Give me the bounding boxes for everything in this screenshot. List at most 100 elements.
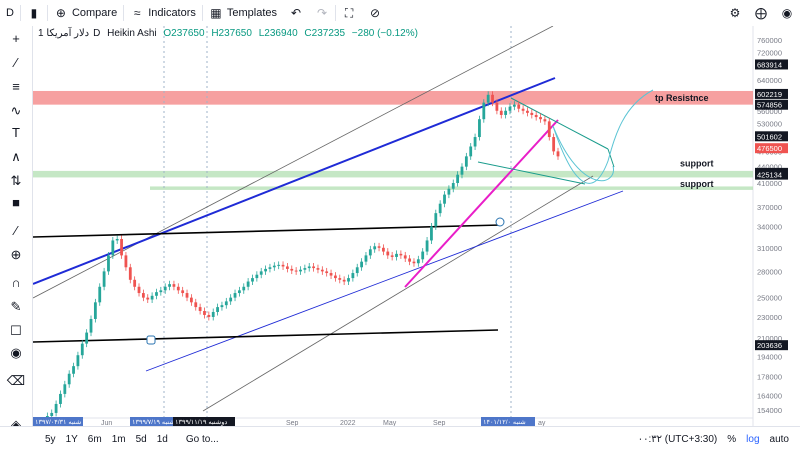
compare-button[interactable]: ⊕ Compare	[48, 0, 123, 26]
candle-body	[482, 102, 486, 120]
candle-body	[342, 279, 346, 282]
shape-tool[interactable]: ■	[6, 194, 26, 212]
share-button[interactable]: ⨁	[748, 0, 774, 26]
templates-button[interactable]: ▦ Templates	[203, 0, 283, 26]
eye-icon: ◉	[10, 345, 22, 360]
candle-body	[155, 292, 158, 296]
y-tick-label: 720000	[757, 49, 782, 58]
rectangle-icon: ■	[12, 195, 20, 210]
measure-tool[interactable]: ∕	[6, 222, 26, 240]
percent-toggle[interactable]: %	[727, 433, 737, 445]
prediction-tool[interactable]: ⇅	[6, 172, 26, 190]
channel-line-blue-thin	[145, 190, 624, 372]
lock-drawing-tool[interactable]: ✎	[6, 298, 26, 316]
prediction-icon: ⇅	[10, 173, 22, 188]
pencil-lock-icon: ✎	[10, 299, 22, 314]
candle	[316, 264, 320, 274]
price-chart[interactable]: tp Resistnce support support 760000 720000 68…	[33, 26, 800, 426]
templates-label: Templates	[226, 7, 278, 19]
fullscreen-button[interactable]: ⛶	[336, 0, 362, 26]
trendline-tool[interactable]: ∕	[6, 54, 26, 72]
candle-body	[220, 305, 224, 308]
candle	[111, 236, 115, 259]
candle-body	[67, 373, 71, 385]
settings-button[interactable]: ⚙	[722, 0, 748, 26]
timezone-label[interactable]: ۰۰:۳۲ (UTC+3:30)	[637, 433, 718, 445]
visibility-tool[interactable]: ◉	[6, 344, 26, 362]
brush-icon: ∿	[10, 103, 22, 118]
candle-body	[421, 251, 425, 260]
candle	[198, 303, 202, 315]
layers-tool[interactable]: ◈	[6, 416, 26, 434]
crosshair-tool[interactable]: +	[6, 30, 26, 48]
candle-body	[338, 278, 342, 280]
zoom-icon: ⊕	[10, 247, 22, 262]
zoom-tool[interactable]: ⊕	[6, 246, 26, 264]
snapshot-button[interactable]: ◉	[774, 0, 800, 26]
redo-button[interactable]: ↷	[309, 0, 335, 26]
candle	[504, 107, 508, 119]
range-1d[interactable]: 1d	[156, 433, 168, 445]
text-tool[interactable]: T	[6, 124, 26, 142]
candle	[421, 248, 425, 263]
range-5d[interactable]: 5d	[135, 433, 147, 445]
candle	[360, 258, 364, 271]
candle-body	[430, 226, 433, 241]
y-tick-label: 410000	[757, 179, 782, 188]
range-6m[interactable]: 6m	[87, 433, 102, 445]
price-label-text: 476500	[757, 144, 782, 153]
candle	[543, 115, 547, 125]
fib-tool[interactable]: ≡	[6, 78, 26, 96]
pattern-tool[interactable]: ∧	[6, 148, 26, 166]
range-5y[interactable]: 5y	[45, 433, 56, 445]
auto-toggle[interactable]: auto	[769, 433, 789, 445]
candle	[59, 390, 62, 408]
symbol-button[interactable]: D	[0, 0, 20, 26]
date-label-bg	[130, 417, 174, 426]
magnet-tool[interactable]: ∩	[6, 274, 26, 292]
candle-body	[478, 119, 481, 138]
bar-style-button[interactable]: ▮	[21, 0, 47, 26]
candle	[128, 263, 132, 284]
indicators-button[interactable]: ≈ Indicators	[124, 0, 202, 26]
range-1m[interactable]: 1m	[111, 433, 126, 445]
lock-tool[interactable]: ☐	[6, 322, 26, 340]
candle-body	[128, 267, 132, 280]
goto-button[interactable]: Go to...	[185, 433, 219, 445]
candle-body	[464, 156, 468, 167]
candle-body	[547, 121, 551, 138]
candle-body	[521, 108, 525, 111]
candle-body	[120, 238, 123, 256]
candle	[141, 289, 145, 302]
brush-tool[interactable]: ∿	[6, 102, 26, 120]
candle	[320, 266, 324, 275]
price-label-bg	[755, 340, 788, 351]
candle	[224, 297, 228, 309]
undo-button[interactable]: ↶	[283, 0, 309, 26]
y-tick-label: 640000	[757, 76, 782, 85]
x-tick-label: 2022	[340, 420, 356, 426]
price-label-bg	[755, 59, 788, 70]
candle	[430, 222, 433, 244]
candle-body	[107, 255, 110, 272]
y-tick-label: 310000	[757, 244, 782, 253]
candle-body	[408, 258, 412, 262]
range-1y[interactable]: 1Y	[65, 433, 78, 445]
candle	[517, 101, 521, 113]
delete-tool[interactable]: ⌫	[6, 372, 26, 390]
legend-symbol: دلار آمریکا	[46, 28, 90, 39]
candle-body	[211, 311, 215, 317]
candle-body	[111, 240, 115, 256]
candle	[508, 103, 512, 115]
candle	[80, 340, 84, 359]
y-tick-label: 210000	[757, 334, 782, 343]
candle-body	[543, 119, 547, 122]
candle	[486, 91, 490, 107]
hide-button[interactable]: ⊘	[362, 0, 388, 26]
price-label-bg	[755, 88, 788, 99]
candle-body	[508, 106, 512, 111]
candle-body	[334, 275, 337, 279]
candle	[512, 101, 516, 111]
log-toggle[interactable]: log	[746, 433, 760, 445]
layers-icon: ◈	[11, 417, 21, 432]
